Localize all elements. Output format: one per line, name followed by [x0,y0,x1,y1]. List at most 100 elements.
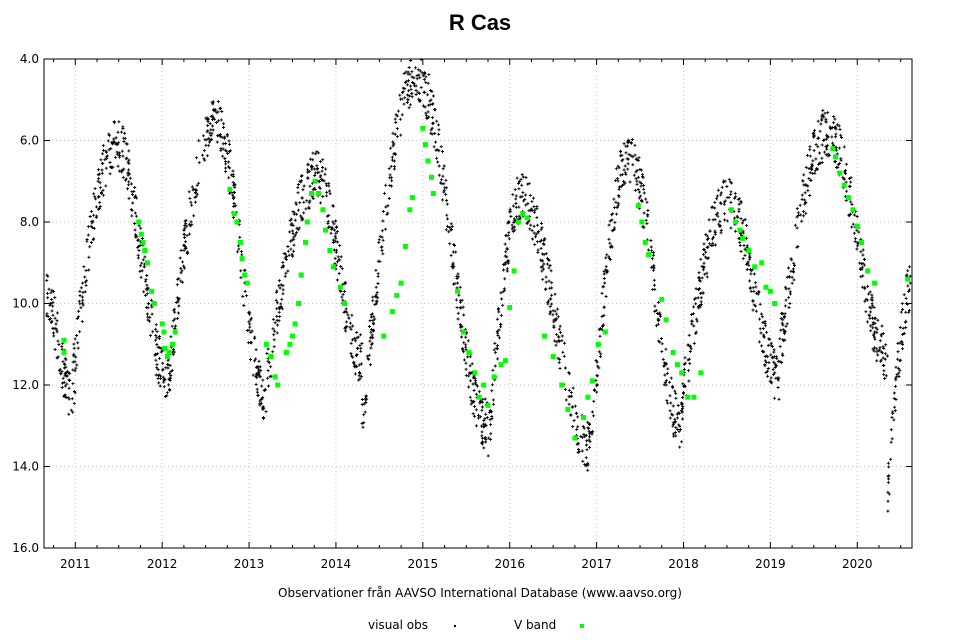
visual-obs-point [642,191,646,195]
visual-obs-point [236,250,239,254]
y-tick-label: 10.0 [12,297,39,311]
visual-obs-point [803,202,807,206]
v-band-point [237,239,243,245]
visual-obs-point [341,292,345,296]
visual-obs-point [312,167,316,171]
visual-obs-point [441,150,444,154]
visual-obs-point [82,265,86,269]
v-band-point [287,341,293,347]
visual-obs-point [586,463,590,467]
visual-obs-point [138,269,142,273]
visual-obs-point [646,214,650,218]
visual-obs-point [266,369,270,373]
visual-obs-point [818,161,822,165]
visual-obs-point [844,172,848,176]
visual-obs-point [371,299,375,303]
visual-obs-point [886,499,890,503]
visual-obs-point [384,227,387,231]
visual-obs-point [327,225,331,229]
visual-obs-point [493,364,497,368]
v-band-point [283,349,289,355]
visual-obs-point [439,145,443,149]
visual-obs-point [687,379,691,383]
visual-obs-point [861,253,865,257]
visual-obs-point [224,170,228,174]
visual-obs-point [324,167,328,171]
visual-obs-point [204,143,208,147]
visual-obs-point [503,242,507,246]
visual-obs-point [816,145,820,149]
visual-obs-point [310,167,314,171]
visual-obs-point [674,396,678,400]
v-band-point [589,378,595,384]
visual-obs-point [258,375,262,379]
visual-obs-point [687,357,691,361]
visual-obs-point [757,340,761,344]
visual-obs-point [448,226,452,229]
visual-obs-point [879,350,883,354]
visual-obs-point [271,350,275,354]
v-band-point [698,370,704,376]
visual-obs-point [700,276,704,280]
visual-obs-point [713,232,717,236]
visual-obs-point [660,350,664,354]
visual-obs-point [517,181,520,185]
v-band-point [752,264,758,270]
visual-obs-point [122,167,126,171]
v-band-point [635,203,641,209]
visual-obs-point [228,150,232,154]
visual-obs-point [517,214,521,218]
visual-obs-point [81,301,84,305]
visual-obs-point [227,176,231,180]
visual-obs-point [884,343,888,347]
visual-obs-point [181,260,185,264]
visual-obs-point [84,269,88,272]
visual-obs-point [126,187,129,191]
visual-obs-point [337,258,341,262]
visual-obs-point [375,291,379,295]
visual-obs-point [231,193,234,197]
visual-obs-point [484,412,488,416]
visual-obs-point [89,241,93,244]
visual-obs-point [698,287,701,291]
visual-obs-point [793,223,797,227]
visual-obs-point [242,304,246,307]
visual-obs-point [567,371,571,374]
visual-obs-point [851,222,855,226]
visual-obs-point [833,117,837,121]
visual-obs-point [602,313,606,317]
visual-obs-point [614,200,618,204]
visual-obs-point [318,179,321,183]
visual-obs-point [638,194,642,198]
v-band-point [550,354,556,359]
visual-obs-point [207,144,211,148]
visual-obs-point [653,283,656,287]
visual-obs-point [700,264,704,268]
visual-obs-point [154,327,158,331]
visual-obs-point [772,348,776,352]
visual-obs-point [739,200,743,203]
v-band-point [159,321,165,327]
visual-obs-point [194,191,197,195]
visual-obs-point [428,99,432,103]
visual-obs-point [356,335,360,339]
visual-obs-point [472,388,476,392]
visual-obs-point [901,347,905,351]
y-tick-label: 8.0 [20,215,39,229]
visual-obs-point [437,173,441,177]
visual-obs-point [52,334,56,338]
visual-obs-point [772,360,776,364]
visual-obs-point [568,395,572,398]
visual-obs-point [252,359,256,363]
visual-obs-point [333,228,336,232]
visual-obs-point [708,229,712,233]
visual-obs-point [441,198,444,202]
visual-obs-point [266,347,270,351]
visual-obs-point [825,137,828,141]
visual-obs-point [541,242,545,246]
visual-obs-point [613,220,617,224]
visual-obs-point [80,319,84,323]
visual-obs-point [483,417,487,421]
visual-obs-point [617,166,621,170]
visual-obs-point [232,196,236,200]
